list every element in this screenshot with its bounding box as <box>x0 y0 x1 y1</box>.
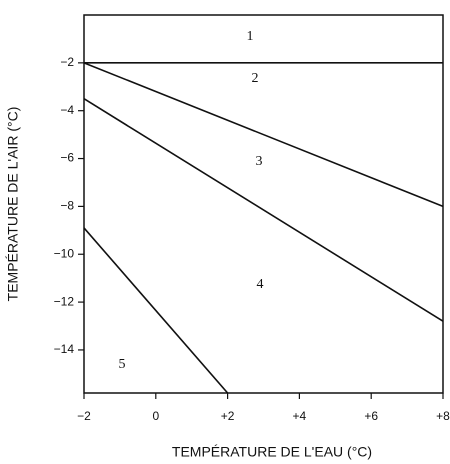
plot-frame <box>83 14 444 394</box>
region-label: 4 <box>257 277 264 292</box>
x-tick-label: +4 <box>293 409 307 423</box>
x-tick-label: 0 <box>152 409 159 423</box>
x-tick-label: +8 <box>436 409 450 423</box>
y-axis-label: TEMPÉRATURE DE L'AIR (°C) <box>5 107 21 302</box>
x-tick-label: +2 <box>221 409 235 423</box>
y-tick-label: −10 <box>54 246 75 260</box>
y-tick-label: −6 <box>60 151 74 165</box>
x-tick-label: +6 <box>364 409 378 423</box>
region-label: 3 <box>256 154 263 169</box>
x-tick-label: −2 <box>77 409 91 423</box>
region-label: 2 <box>252 71 259 86</box>
boundary-line <box>83 227 229 394</box>
boundary-line <box>83 98 444 322</box>
x-axis-label: TEMPÉRATURE DE L'EAU (°C) <box>172 444 372 460</box>
region-label: 5 <box>119 357 126 372</box>
y-tick-label: −14 <box>54 342 75 356</box>
boundary-line <box>83 62 444 208</box>
y-tick-label: −4 <box>60 103 74 117</box>
y-tick-label: −8 <box>60 199 74 213</box>
y-tick-label: −12 <box>54 294 75 308</box>
y-tick-label: −2 <box>60 55 74 69</box>
region-label: 1 <box>247 29 254 44</box>
